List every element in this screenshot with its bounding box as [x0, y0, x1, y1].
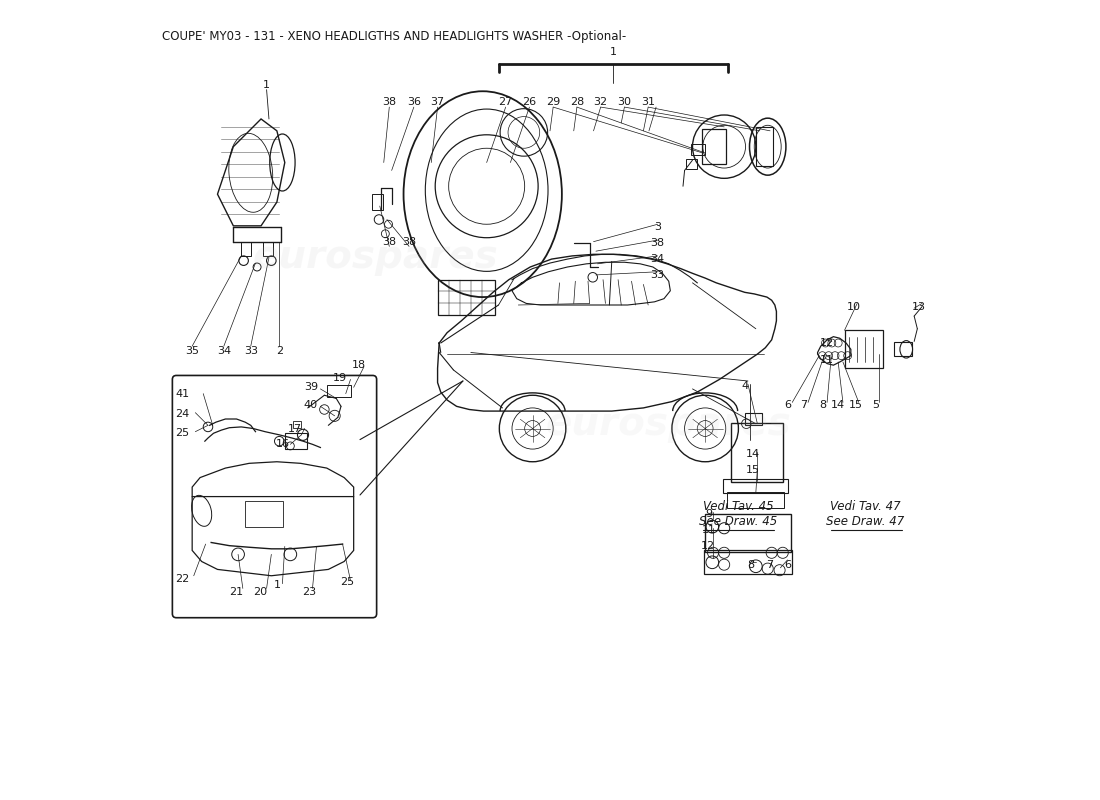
Bar [894, 342, 912, 357]
Text: 33: 33 [651, 270, 664, 280]
Polygon shape [817, 337, 850, 365]
Bar [745, 413, 762, 426]
Text: 34: 34 [650, 254, 664, 264]
Text: 8: 8 [818, 400, 826, 410]
Text: 25: 25 [176, 428, 189, 438]
Bar [691, 143, 705, 154]
Text: 34: 34 [217, 346, 231, 356]
Text: 22: 22 [176, 574, 190, 584]
Bar [372, 194, 383, 210]
Text: eurospares: eurospares [253, 238, 498, 277]
Text: 2: 2 [276, 346, 283, 356]
Bar [241, 242, 251, 256]
Bar [704, 550, 792, 574]
Text: 41: 41 [176, 389, 189, 398]
Text: 26: 26 [522, 98, 537, 107]
Text: 25: 25 [340, 577, 354, 587]
Bar [845, 330, 882, 368]
Polygon shape [192, 497, 354, 576]
Text: 15: 15 [746, 465, 760, 474]
Text: 7: 7 [767, 560, 773, 570]
Text: 14: 14 [746, 449, 760, 459]
Text: 15: 15 [848, 400, 862, 410]
Bar [327, 385, 351, 397]
Text: 28: 28 [570, 98, 584, 107]
Text: 12: 12 [820, 338, 834, 348]
Text: 17: 17 [288, 423, 302, 434]
Text: 11: 11 [821, 355, 834, 366]
Text: 31: 31 [641, 98, 656, 107]
Bar [438, 280, 495, 314]
Polygon shape [218, 119, 285, 226]
Text: 4: 4 [741, 381, 748, 390]
Text: Vedi Tav. 47: Vedi Tav. 47 [829, 499, 901, 513]
Text: See Draw. 47: See Draw. 47 [826, 515, 904, 529]
Text: 1: 1 [274, 580, 282, 590]
Bar [705, 514, 791, 552]
Text: 38: 38 [650, 238, 664, 248]
Text: 9: 9 [705, 509, 712, 519]
Text: COUPE' MY03 - 131 - XENO HEADLIGTHS AND HEADLIGHTS WASHER -Optional-: COUPE' MY03 - 131 - XENO HEADLIGTHS AND … [162, 30, 626, 42]
Text: 32: 32 [594, 98, 607, 107]
Text: See Draw. 45: See Draw. 45 [700, 515, 778, 529]
Text: 11: 11 [702, 525, 715, 535]
Text: 29: 29 [546, 98, 560, 107]
Text: 35: 35 [185, 346, 199, 356]
Text: Vedi Tav. 45: Vedi Tav. 45 [703, 499, 773, 513]
Text: 33: 33 [244, 346, 257, 356]
Text: 8: 8 [748, 560, 755, 570]
Text: 19: 19 [332, 373, 346, 383]
Text: 1: 1 [263, 80, 271, 90]
Text: 20: 20 [253, 586, 267, 597]
Text: 10: 10 [847, 302, 861, 311]
Bar [723, 479, 788, 494]
Text: 38: 38 [382, 98, 396, 107]
Text: 38: 38 [382, 237, 396, 246]
Bar [727, 492, 784, 508]
Text: 40: 40 [304, 400, 318, 410]
Polygon shape [192, 462, 354, 514]
Bar [756, 127, 773, 166]
Text: 13: 13 [912, 302, 926, 311]
Text: 21: 21 [230, 586, 243, 597]
Text: 36: 36 [407, 98, 421, 107]
Text: 16: 16 [275, 439, 289, 450]
Text: 6: 6 [784, 560, 791, 570]
Text: 3: 3 [654, 222, 661, 233]
Bar [245, 502, 283, 526]
Bar [686, 159, 697, 169]
Text: 39: 39 [304, 382, 318, 392]
Text: 24: 24 [176, 410, 190, 419]
Text: 30: 30 [617, 98, 631, 107]
Bar [293, 422, 300, 428]
Text: 27: 27 [498, 98, 513, 107]
Bar [263, 242, 273, 256]
Text: 14: 14 [832, 400, 845, 410]
Text: 6: 6 [784, 400, 791, 410]
Text: 7: 7 [800, 400, 807, 410]
Text: 37: 37 [430, 98, 444, 107]
Bar [285, 434, 307, 449]
Text: eurospares: eurospares [546, 405, 792, 442]
Text: 12: 12 [702, 541, 715, 550]
Text: 5: 5 [872, 400, 880, 410]
Text: 1: 1 [609, 46, 617, 57]
Text: 18: 18 [351, 360, 365, 370]
Bar [702, 130, 726, 164]
Text: 38: 38 [402, 237, 416, 246]
Text: 23: 23 [302, 586, 317, 597]
Bar [730, 423, 783, 482]
